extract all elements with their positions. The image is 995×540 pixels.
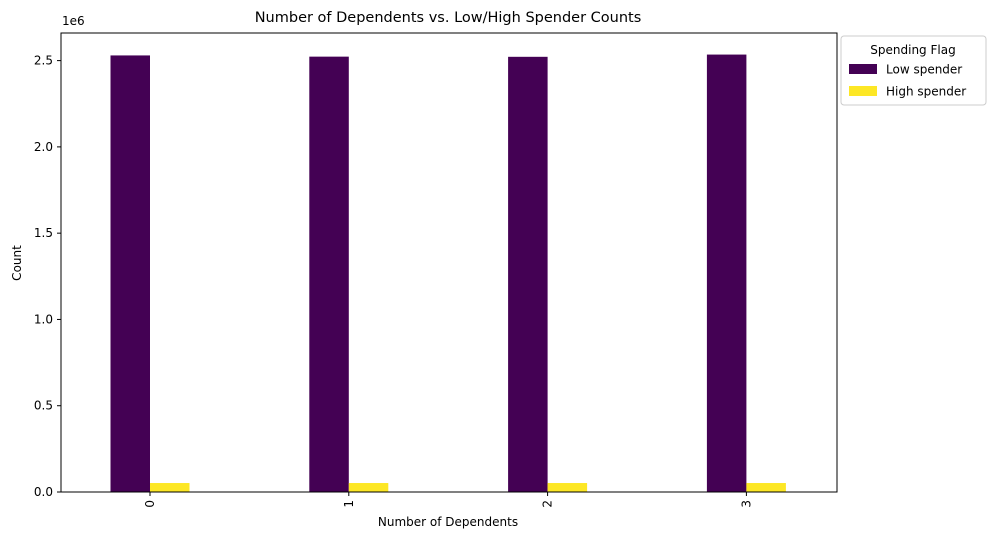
bar-high-spender-1 — [348, 483, 389, 492]
y-axis: 0.0 0.5 1.0 1.5 2.0 2.5 — [34, 54, 61, 499]
y-tick-label: 2.0 — [34, 140, 53, 154]
legend-box — [840, 35, 987, 106]
y-offset-label: 1e6 — [62, 14, 85, 28]
plot-frame — [60, 32, 838, 493]
bar-low-spender-0 — [110, 55, 150, 492]
bar-low-spender-1 — [309, 56, 349, 492]
legend-swatch-low-spender — [849, 64, 877, 74]
y-tick-label: 0.5 — [34, 399, 53, 413]
x-axis: 0 1 2 3 — [143, 492, 753, 508]
legend-label-low-spender: Low spender — [886, 63, 962, 77]
y-tick-label: 0.0 — [34, 485, 53, 499]
legend-label-high-spender: High spender — [886, 85, 966, 99]
bar-low-spender-3 — [706, 54, 747, 492]
bar-high-spender-3 — [746, 483, 786, 492]
x-tick-label: 2 — [541, 500, 555, 508]
y-tick-label: 1.0 — [34, 312, 53, 326]
chart-title: Number of Dependents vs. Low/High Spende… — [255, 10, 642, 26]
legend: Spending Flag Low spender High spender — [840, 35, 987, 106]
legend-swatch-high-spender — [849, 86, 877, 96]
y-tick-label: 1.5 — [34, 226, 53, 240]
bar-high-spender-2 — [547, 483, 588, 492]
y-axis-label: Count — [10, 245, 24, 281]
x-axis-label: Number of Dependents — [378, 515, 518, 529]
x-tick-label: 3 — [739, 500, 753, 508]
x-tick-label: 1 — [342, 500, 356, 508]
x-tick-label: 0 — [143, 500, 157, 508]
bar-low-spender-2 — [508, 56, 548, 493]
legend-items: Low spender High spender — [849, 63, 966, 99]
bars-layer — [110, 54, 786, 493]
y-tick-label: 2.5 — [34, 54, 53, 68]
bar-high-spender-0 — [150, 483, 190, 492]
legend-title: Spending Flag — [870, 43, 955, 57]
